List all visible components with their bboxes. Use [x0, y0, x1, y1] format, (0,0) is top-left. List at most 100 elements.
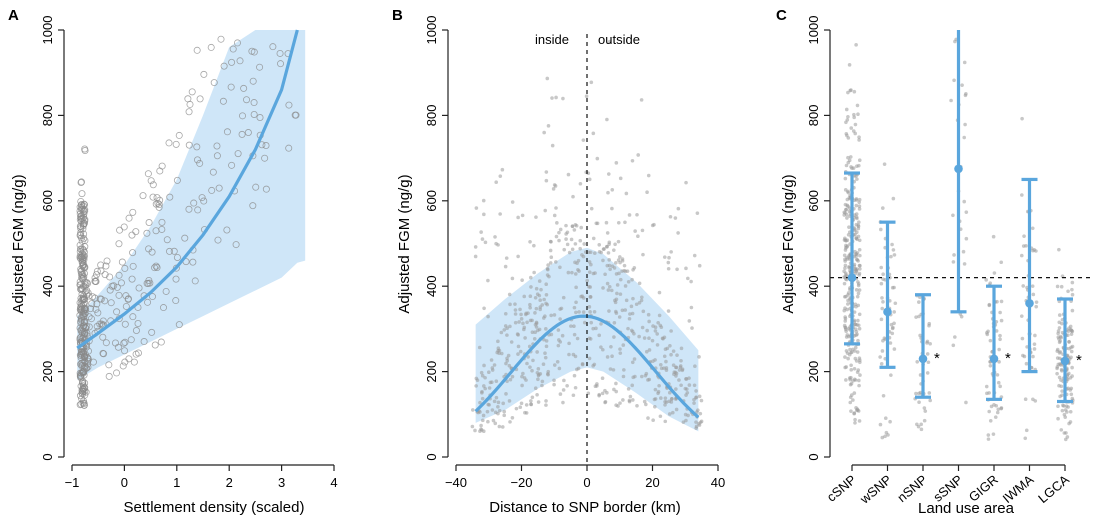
- data-point: [855, 350, 860, 354]
- data-point: [486, 314, 490, 319]
- data-point: [501, 401, 505, 406]
- data-point: [93, 300, 101, 308]
- mean-point: [1025, 298, 1034, 308]
- data-point: [997, 360, 1001, 364]
- data-point: [543, 355, 548, 360]
- data-point: [581, 310, 586, 314]
- data-point: [843, 315, 847, 319]
- data-point: [697, 355, 701, 359]
- data-point: [917, 300, 921, 304]
- data-point: [854, 43, 858, 47]
- data-point: [479, 230, 483, 234]
- data-point: [240, 84, 248, 92]
- data-point: [83, 332, 91, 340]
- data-point: [519, 312, 523, 317]
- data-point: [890, 242, 894, 247]
- data-point: [626, 279, 631, 284]
- data-point: [1056, 404, 1060, 409]
- data-point: [671, 349, 676, 353]
- data-point: [491, 418, 496, 423]
- data-point: [160, 304, 168, 312]
- y-tick-label: 600: [806, 190, 821, 212]
- data-point: [540, 383, 544, 388]
- data-point: [525, 320, 529, 325]
- data-point: [543, 351, 547, 356]
- data-point: [82, 324, 90, 332]
- data-point: [663, 403, 667, 407]
- data-point: [843, 355, 847, 359]
- data-point: [190, 199, 198, 207]
- data-point: [698, 411, 703, 416]
- panel-letter-b: B: [392, 7, 403, 24]
- data-point: [561, 388, 566, 392]
- data-point: [269, 43, 277, 51]
- data-point: [888, 419, 892, 424]
- data-point: [503, 264, 508, 269]
- data-point: [603, 400, 607, 405]
- data-point: [687, 383, 692, 387]
- data-point: [962, 60, 967, 65]
- data-point: [857, 158, 862, 163]
- y-tick-label: 1000: [40, 16, 55, 45]
- data-point: [555, 359, 560, 364]
- data-point: [1068, 324, 1073, 329]
- data-point: [485, 409, 490, 414]
- data-point: [292, 111, 300, 119]
- data-point: [79, 202, 87, 210]
- data-point: [847, 352, 852, 357]
- data-point: [256, 63, 264, 71]
- data-point: [615, 291, 619, 296]
- data-point: [567, 341, 571, 346]
- data-point: [857, 288, 862, 292]
- data-point: [502, 413, 507, 418]
- data-point: [550, 96, 554, 100]
- data-point: [689, 279, 693, 284]
- data-point: [858, 267, 862, 271]
- data-point: [893, 301, 898, 306]
- data-point: [857, 378, 861, 383]
- data-point: [994, 329, 999, 333]
- data-point: [567, 352, 571, 357]
- data-point: [605, 117, 609, 122]
- y-tick-label: 200: [424, 361, 439, 383]
- data-point: [513, 302, 517, 306]
- data-point: [637, 334, 641, 339]
- data-point: [486, 278, 490, 283]
- panel-a: A 0 200 400 600 800 1000 −1 0 1 2 3 4 Settlement de…: [8, 7, 338, 516]
- data-point: [93, 271, 101, 279]
- data-point: [76, 232, 84, 240]
- data-point: [843, 248, 848, 252]
- data-point: [851, 347, 855, 352]
- data-point: [121, 347, 129, 355]
- category-label: wSNP: [856, 472, 894, 507]
- data-point: [529, 399, 533, 403]
- data-point: [130, 358, 138, 366]
- data-point: [591, 236, 596, 241]
- data-point: [962, 135, 967, 140]
- data-point: [857, 204, 862, 208]
- data-point: [925, 352, 930, 356]
- data-point: [561, 400, 565, 405]
- data-point: [605, 231, 610, 235]
- data-point: [518, 349, 523, 354]
- data-point: [567, 250, 572, 255]
- data-point: [614, 261, 618, 265]
- data-point: [1057, 313, 1062, 317]
- data-point: [676, 206, 681, 211]
- data-point: [249, 202, 257, 210]
- data-point: [616, 220, 621, 225]
- data-point: [544, 178, 549, 183]
- data-point: [631, 398, 635, 402]
- data-point: [684, 180, 688, 185]
- data-point: [1020, 336, 1025, 341]
- y-tick-label: 800: [806, 105, 821, 127]
- data-point: [1021, 284, 1026, 288]
- data-point: [951, 213, 955, 218]
- data-point: [93, 267, 101, 275]
- data-point: [153, 264, 161, 272]
- data-point: [666, 260, 671, 265]
- data-point: [610, 187, 615, 192]
- data-point: [77, 281, 85, 289]
- data-point: [1024, 361, 1029, 366]
